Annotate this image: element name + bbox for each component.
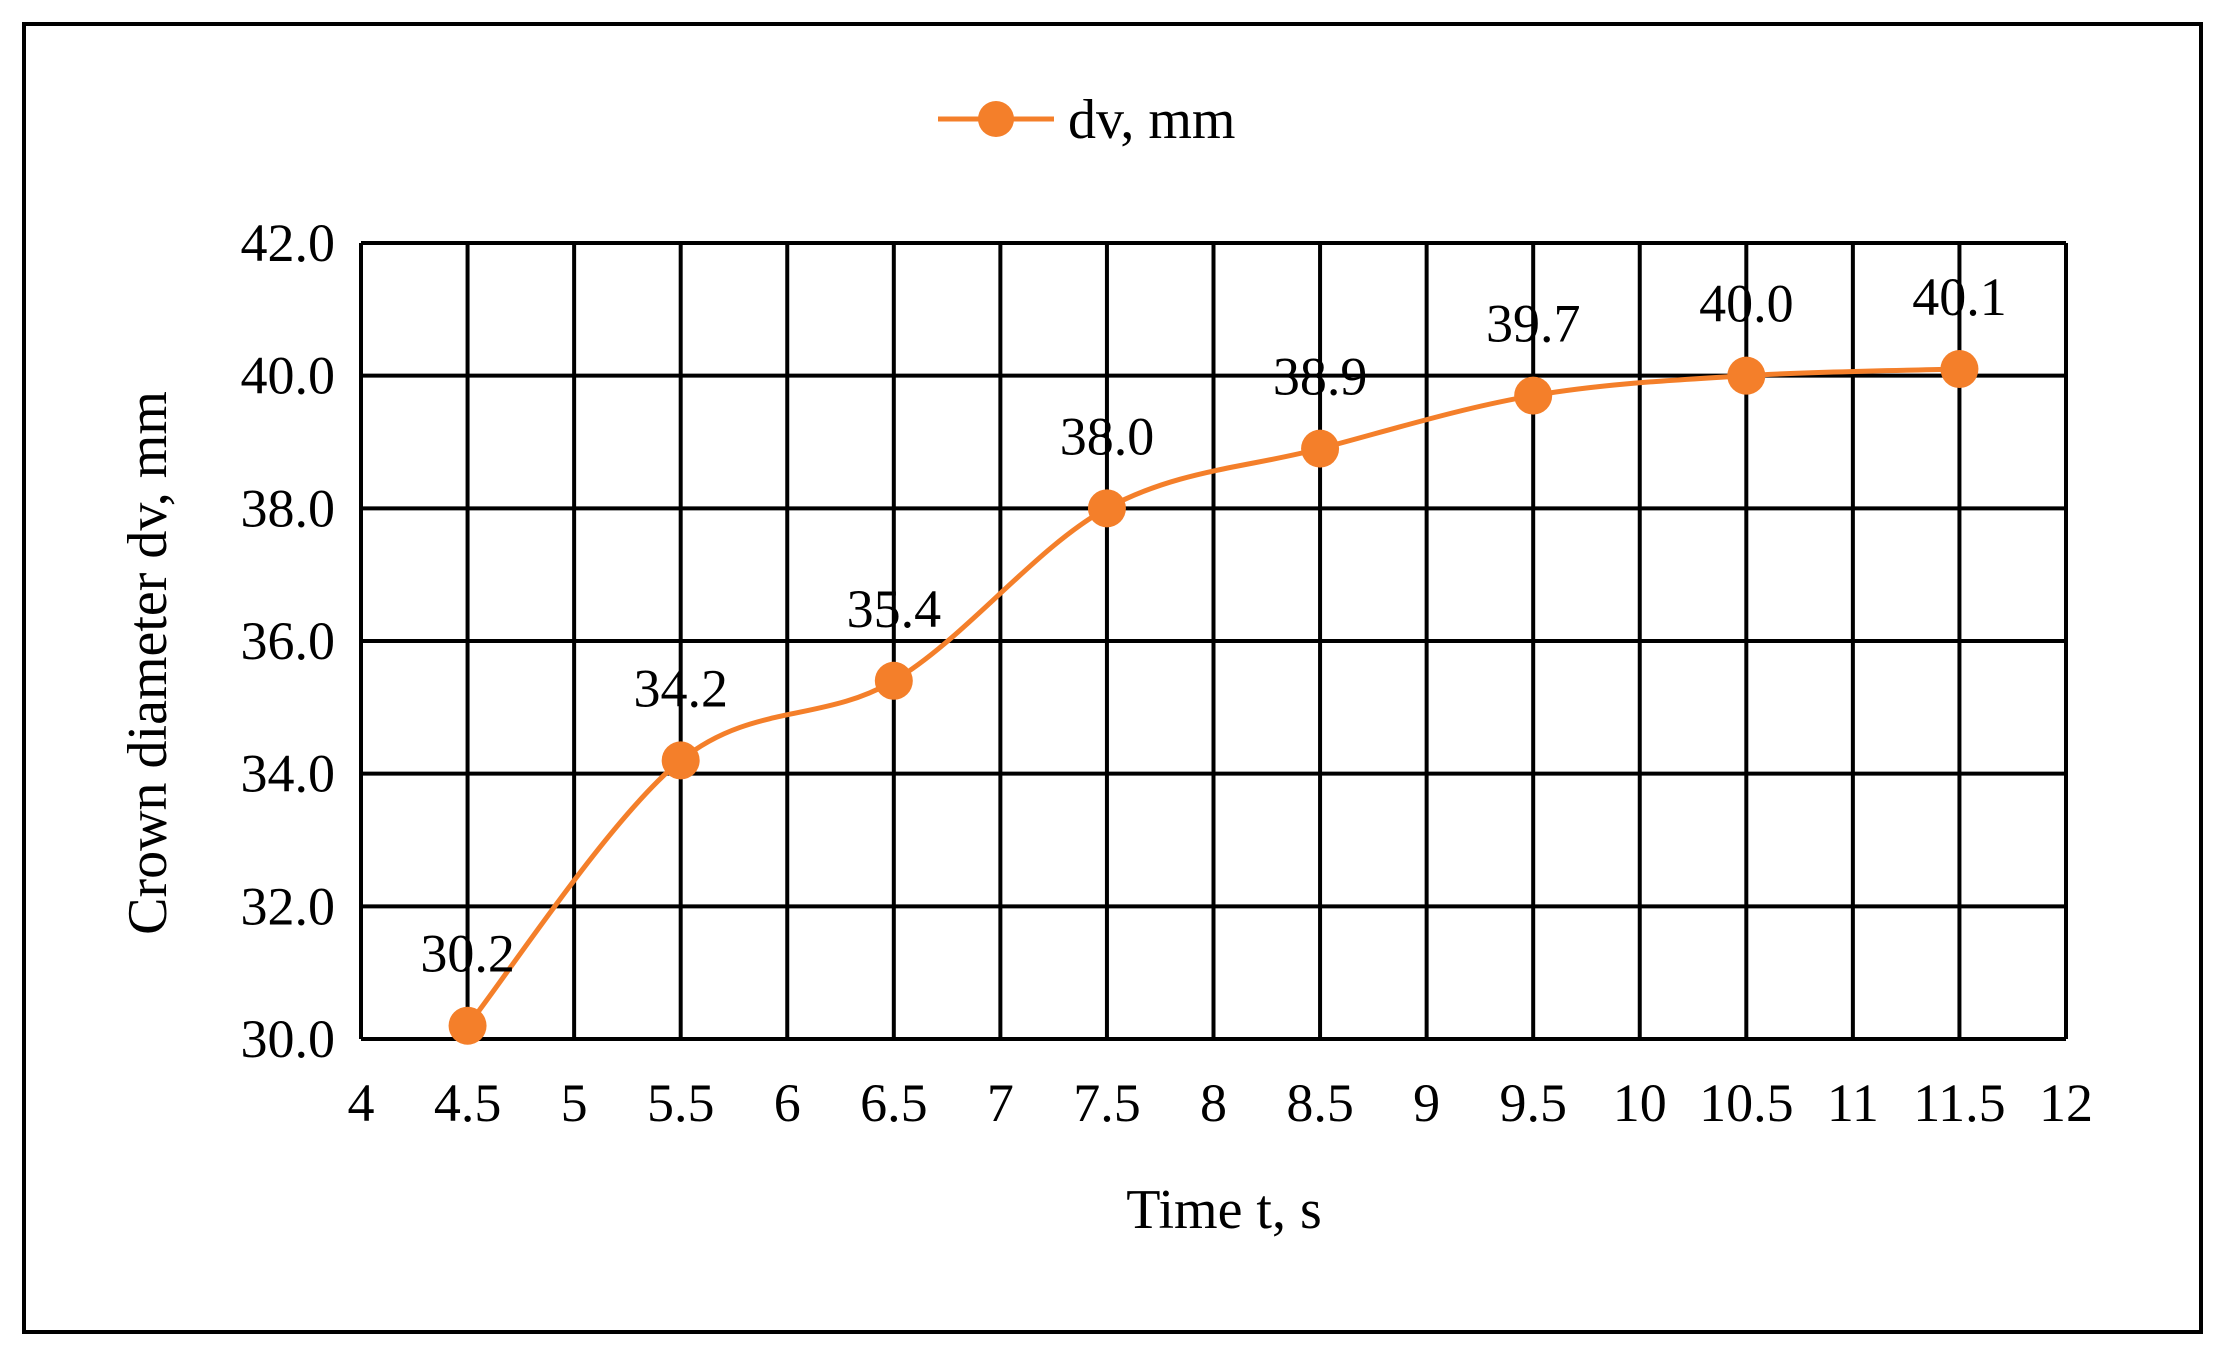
- y-tick-label: 40.0: [241, 346, 336, 406]
- data-label: 30.2: [420, 924, 515, 984]
- data-point: [1727, 356, 1766, 395]
- x-tick-label: 12: [2039, 1073, 2093, 1133]
- x-axis-title: Time t, s: [1126, 1179, 1322, 1241]
- data-label: 40.0: [1699, 274, 1794, 334]
- data-label: 39.7: [1486, 294, 1581, 354]
- data-point: [661, 741, 700, 780]
- y-tick-label: 34.0: [241, 744, 336, 804]
- data-point-layer: [448, 350, 1979, 1045]
- data-point: [1514, 376, 1553, 415]
- data-point: [1301, 429, 1340, 468]
- y-tick-label: 32.0: [241, 876, 336, 936]
- x-tick-label: 10.5: [1699, 1073, 1794, 1133]
- data-point: [874, 661, 913, 700]
- x-tick-label: 4.5: [434, 1073, 502, 1133]
- x-tick-label: 10: [1613, 1073, 1667, 1133]
- y-axis-title: Crown diameter dv, mm: [117, 391, 179, 935]
- data-label: 38.0: [1060, 406, 1155, 466]
- x-tick-label: 11.5: [1913, 1073, 2006, 1133]
- x-tick-label: 5.5: [647, 1073, 715, 1133]
- y-tick-label: 42.0: [241, 213, 336, 273]
- x-tick-label: 9: [1413, 1073, 1440, 1133]
- x-tick-label: 6: [774, 1073, 801, 1133]
- x-tick-label: 7: [987, 1073, 1014, 1133]
- grid: [359, 241, 2068, 1041]
- y-tick-label: 38.0: [241, 478, 336, 538]
- x-tick-label: 8: [1200, 1073, 1227, 1133]
- legend: dv, mm: [938, 89, 1235, 151]
- legend-marker-icon: [978, 101, 1014, 137]
- y-tick-label: 36.0: [241, 611, 336, 671]
- data-label: 34.2: [633, 658, 728, 718]
- chart-frame: 30.2 34.2 35.4 38.0 38.9 39.7 40.0 40.1 4 4.5 5 5.…: [22, 22, 2203, 1334]
- x-tick-label: 6.5: [860, 1073, 928, 1133]
- x-tick-label: 8.5: [1286, 1073, 1354, 1133]
- x-tick-label: 11: [1827, 1073, 1879, 1133]
- data-label: 35.4: [847, 579, 942, 639]
- data-label: 40.1: [1912, 267, 2007, 327]
- data-point: [1940, 350, 1979, 389]
- data-label: 38.9: [1273, 347, 1368, 407]
- x-tick-label: 5: [561, 1073, 588, 1133]
- data-point: [1087, 489, 1126, 528]
- x-tick-label: 9.5: [1499, 1073, 1567, 1133]
- x-tick-label: 7.5: [1073, 1073, 1141, 1133]
- x-axis-ticks: 4 4.5 5 5.5 6 6.5 7 7.5 8 8.5 9 9.5 10 10.5 11 11.5 12: [348, 1073, 2094, 1133]
- data-label-layer: 30.2 34.2 35.4 38.0 38.9 39.7 40.0 40.1: [420, 267, 2006, 984]
- y-tick-label: 30.0: [241, 1009, 336, 1069]
- data-point: [448, 1006, 487, 1045]
- legend-label: dv, mm: [1068, 89, 1235, 151]
- x-tick-label: 4: [348, 1073, 375, 1133]
- line-chart: 30.2 34.2 35.4 38.0 38.9 39.7 40.0 40.1 4 4.5 5 5.…: [117, 89, 2094, 1241]
- y-axis-ticks: 30.0 32.0 34.0 36.0 38.0 40.0 42.0: [241, 213, 336, 1069]
